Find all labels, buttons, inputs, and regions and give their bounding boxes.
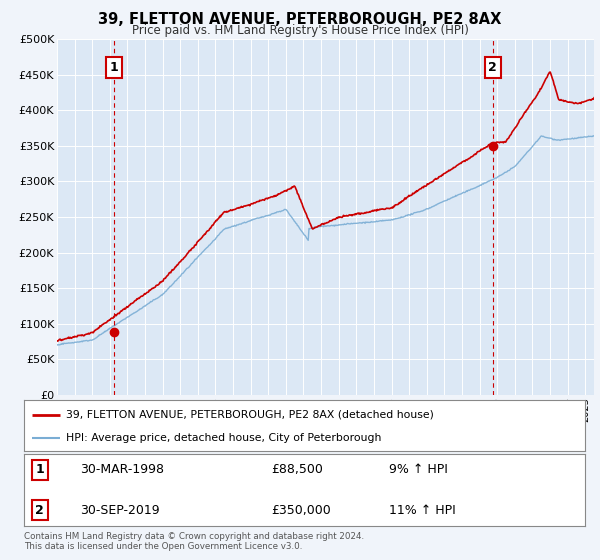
Text: £88,500: £88,500 bbox=[271, 463, 323, 476]
Text: 11% ↑ HPI: 11% ↑ HPI bbox=[389, 504, 455, 517]
Text: 30-MAR-1998: 30-MAR-1998 bbox=[80, 463, 164, 476]
Text: 2: 2 bbox=[35, 504, 44, 517]
Text: 39, FLETTON AVENUE, PETERBOROUGH, PE2 8AX: 39, FLETTON AVENUE, PETERBOROUGH, PE2 8A… bbox=[98, 12, 502, 27]
Text: £350,000: £350,000 bbox=[271, 504, 331, 517]
Text: This data is licensed under the Open Government Licence v3.0.: This data is licensed under the Open Gov… bbox=[24, 542, 302, 550]
Text: 30-SEP-2019: 30-SEP-2019 bbox=[80, 504, 160, 517]
Text: 39, FLETTON AVENUE, PETERBOROUGH, PE2 8AX (detached house): 39, FLETTON AVENUE, PETERBOROUGH, PE2 8A… bbox=[66, 409, 434, 419]
Text: 1: 1 bbox=[35, 463, 44, 476]
Text: Price paid vs. HM Land Registry's House Price Index (HPI): Price paid vs. HM Land Registry's House … bbox=[131, 24, 469, 37]
Text: Contains HM Land Registry data © Crown copyright and database right 2024.: Contains HM Land Registry data © Crown c… bbox=[24, 532, 364, 541]
Text: 9% ↑ HPI: 9% ↑ HPI bbox=[389, 463, 448, 476]
Text: 1: 1 bbox=[110, 61, 119, 74]
Text: HPI: Average price, detached house, City of Peterborough: HPI: Average price, detached house, City… bbox=[66, 433, 382, 443]
Text: 2: 2 bbox=[488, 61, 497, 74]
